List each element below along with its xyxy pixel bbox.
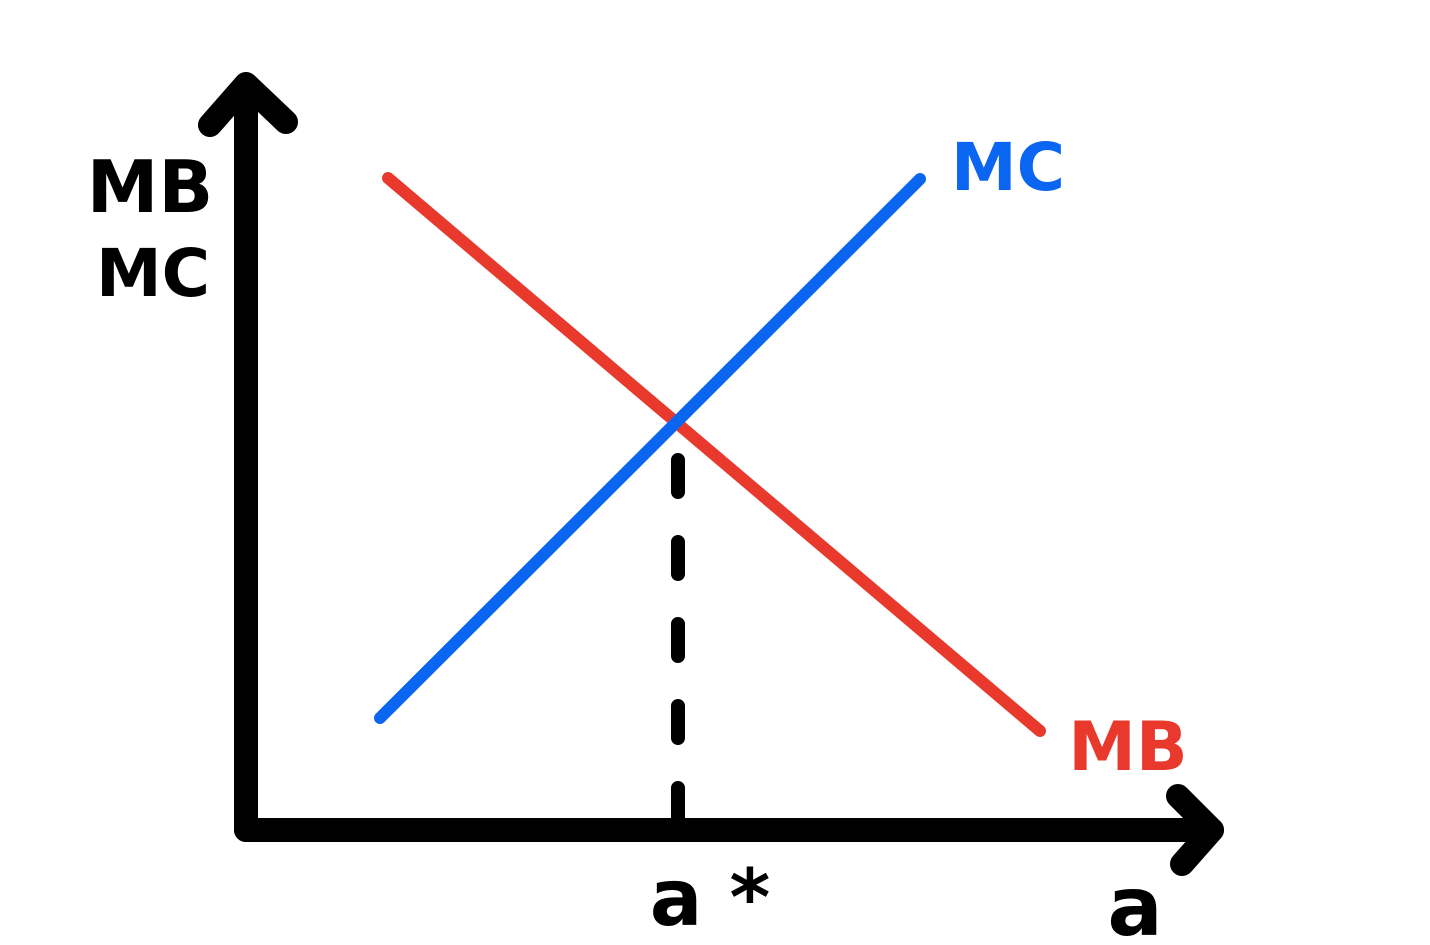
x-axis-label: a — [1107, 860, 1162, 945]
mc-curve-label: MC — [951, 129, 1065, 206]
mc-curve — [374, 173, 926, 724]
y-axis-label-mc: MC — [96, 235, 210, 312]
mb-curve-label: MB — [1068, 708, 1188, 787]
y-axis-label-mb: MB — [87, 145, 214, 229]
equilibrium-quantity-label: a * — [650, 854, 771, 944]
mb-curve — [382, 172, 1046, 737]
axes — [198, 72, 1224, 876]
y-axis-arrowhead — [198, 72, 298, 137]
x-axis-arrowhead — [1166, 784, 1224, 876]
